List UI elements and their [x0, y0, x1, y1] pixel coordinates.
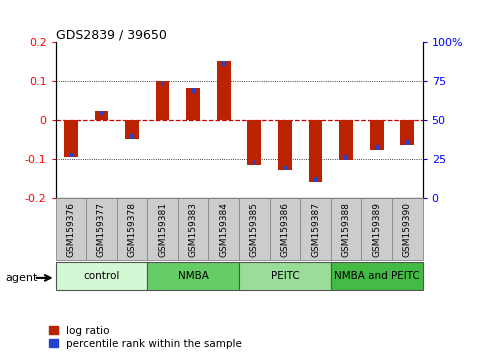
Bar: [86, 198, 117, 260]
Text: NMBA: NMBA: [178, 271, 209, 281]
Bar: [400, 120, 414, 144]
Text: GSM159376: GSM159376: [66, 202, 75, 257]
Bar: [209, 198, 239, 260]
Bar: [56, 198, 86, 260]
Bar: [344, 155, 348, 160]
Text: NMBA and PEITC: NMBA and PEITC: [334, 271, 420, 281]
Bar: [361, 198, 392, 260]
Bar: [147, 262, 239, 290]
Bar: [253, 160, 256, 165]
Bar: [278, 120, 292, 170]
Text: GSM159390: GSM159390: [403, 202, 412, 257]
Bar: [95, 110, 108, 120]
Bar: [375, 145, 379, 149]
Bar: [392, 198, 423, 260]
Bar: [406, 140, 409, 144]
Bar: [156, 81, 170, 120]
Bar: [270, 198, 300, 260]
Text: PEITC: PEITC: [270, 271, 299, 281]
Bar: [247, 120, 261, 165]
Text: GSM159381: GSM159381: [158, 202, 167, 257]
Bar: [370, 120, 384, 149]
Bar: [161, 81, 164, 85]
Bar: [130, 135, 134, 139]
Bar: [217, 61, 231, 120]
Bar: [331, 262, 423, 290]
Bar: [125, 120, 139, 139]
Text: agent: agent: [6, 273, 38, 283]
Bar: [186, 88, 200, 120]
Bar: [339, 120, 353, 160]
Text: GSM159387: GSM159387: [311, 202, 320, 257]
Bar: [69, 153, 72, 157]
Bar: [56, 262, 147, 290]
Text: control: control: [83, 271, 120, 281]
Bar: [283, 166, 287, 170]
Bar: [300, 198, 331, 260]
Text: GSM159385: GSM159385: [250, 202, 259, 257]
Bar: [64, 120, 78, 157]
Text: GSM159378: GSM159378: [128, 202, 137, 257]
Text: GSM159377: GSM159377: [97, 202, 106, 257]
Bar: [191, 88, 195, 93]
Bar: [178, 198, 209, 260]
Bar: [147, 198, 178, 260]
Legend: log ratio, percentile rank within the sample: log ratio, percentile rank within the sa…: [49, 326, 242, 349]
Bar: [331, 198, 361, 260]
Bar: [239, 198, 270, 260]
Text: GSM159389: GSM159389: [372, 202, 381, 257]
Text: GSM159388: GSM159388: [341, 202, 351, 257]
Bar: [314, 177, 317, 182]
Text: GSM159383: GSM159383: [189, 202, 198, 257]
Text: GDS2839 / 39650: GDS2839 / 39650: [56, 28, 167, 41]
Bar: [239, 262, 331, 290]
Bar: [222, 61, 226, 66]
Text: GSM159384: GSM159384: [219, 202, 228, 257]
Bar: [309, 120, 323, 182]
Text: GSM159386: GSM159386: [281, 202, 289, 257]
Bar: [117, 198, 147, 260]
Bar: [99, 111, 103, 115]
